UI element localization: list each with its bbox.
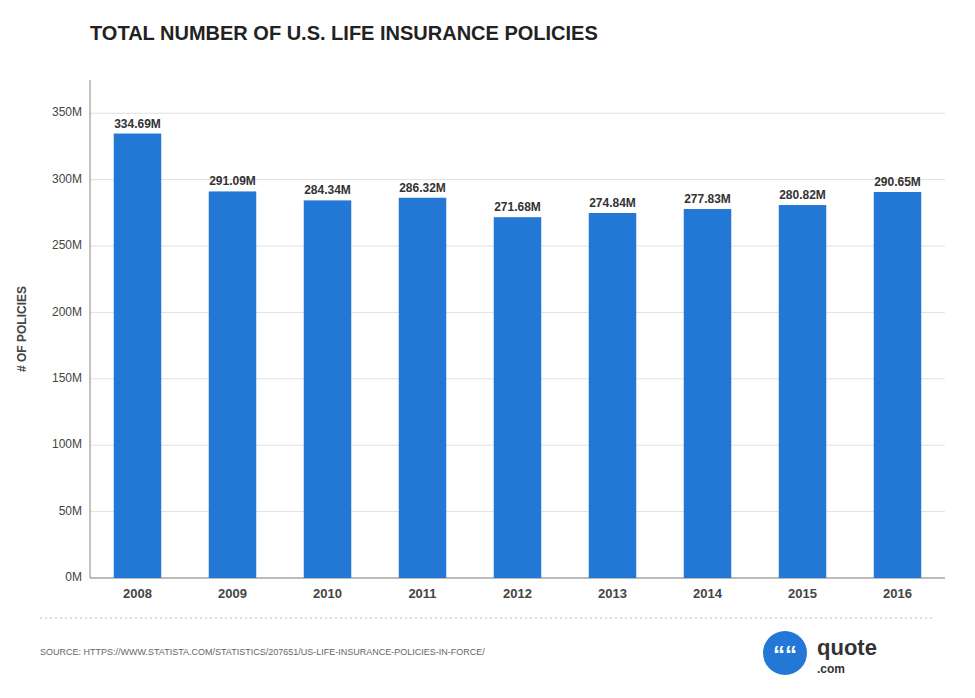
title: TOTAL NUMBER OF U.S. LIFE INSURANCE POLI… [90,22,598,44]
y-tick-label: 250M [52,238,82,252]
bar [874,192,922,578]
grid-line [90,113,945,114]
data-label: 290.65M [874,175,921,189]
data-label: 291.09M [209,174,256,188]
x-tick-label: 2008 [123,586,152,601]
bars [114,134,922,578]
y-axis [90,80,91,578]
data-label: 280.82M [779,188,826,202]
logo-text: quote [817,635,877,660]
source: SOURCE: HTTPS://WWW.STATISTA.COM/STATIST… [40,647,485,657]
logo-mark: ““ [773,641,797,668]
x-tick-label: 2009 [218,586,247,601]
y-tick-label: 50M [59,504,82,518]
bar [494,217,542,578]
bar [779,205,827,578]
x-tick-label: 2014 [693,586,723,601]
x-tick-label: 2016 [883,586,912,601]
x-tick-label: 2010 [313,586,342,601]
data-label: 284.34M [304,183,351,197]
y-tick-label: 350M [52,105,82,119]
bar [589,213,637,578]
x-tick-label: 2013 [598,586,627,601]
bar [399,198,447,578]
bar [304,200,352,578]
data-label: 271.68M [494,200,541,214]
y-tick-label: 200M [52,305,82,319]
y-tick-label: 150M [52,371,82,385]
divider [40,618,935,619]
grid [90,113,945,578]
y-tick-label: 0M [65,570,82,584]
data-label: 286.32M [399,181,446,195]
y-axis-label: # OF POLICIES [15,286,29,372]
data-label: 274.84M [589,196,636,210]
data-label: 277.83M [684,192,731,206]
logo-text: .com [817,662,845,676]
y-tick-label: 100M [52,437,82,451]
logo-circle [763,631,807,675]
x-tick-label: 2012 [503,586,532,601]
bar [684,209,732,578]
bar [209,191,257,578]
bar [114,134,162,578]
x-tick-label: 2011 [408,586,436,601]
x-tick-label: 2015 [788,586,817,601]
data-label: 334.69M [114,117,161,131]
chart: TOTAL NUMBER OF U.S. LIFE INSURANCE POLI… [0,0,975,698]
y-tick-label: 300M [52,172,82,186]
